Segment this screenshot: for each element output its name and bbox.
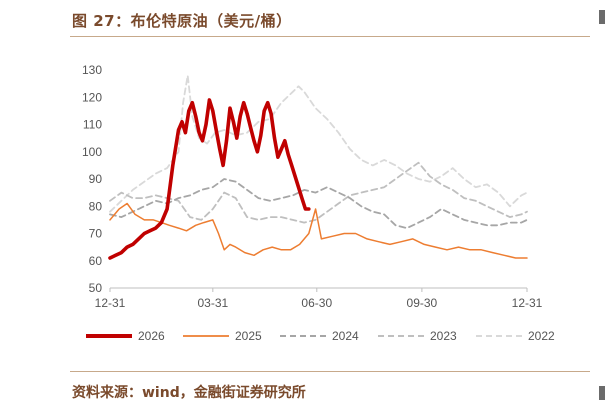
x-tick-label: 12-31 [95,296,126,310]
legend-label-2024: 2024 [332,329,359,343]
x-tick-label: 03-31 [197,296,228,310]
legend-label-2022: 2022 [528,329,555,343]
y-tick-label: 90 [89,172,103,186]
y-tick-label: 60 [89,254,103,268]
y-tick-label: 100 [82,145,102,159]
series-line-2024 [109,178,528,230]
y-tick-label: 80 [89,199,103,213]
y-tick-label: 50 [89,281,103,295]
adjacent-panel-edge [599,10,605,24]
adjacent-panel-edge-bottom [599,386,605,400]
y-tick-label: 120 [82,90,102,104]
series-line-2022 [109,74,528,213]
series-line-2023 [109,161,528,224]
legend: 2026 2025 2024 2023 2022 [86,329,555,343]
source-note: 资料来源：wind，金融街证券研究所 [72,385,306,401]
title-rule [70,36,590,37]
series-line-2026 [108,98,311,260]
legend-label-2025: 2025 [235,329,262,343]
x-tick-label: 12-31 [512,296,543,310]
plot-area [108,74,528,260]
brent-oil-chart: 50 60 70 80 90 100 110 120 130 12-31 03-31 06-30 09-… [82,63,555,343]
y-tick-label: 130 [82,63,102,77]
axes: 50 60 70 80 90 100 110 120 130 12-31 03-31 06-30 09-… [82,63,543,310]
legend-label-2026: 2026 [138,329,165,343]
chart-title: 图 27：布伦特原油（美元/桶） [72,12,292,30]
y-tick-label: 110 [83,118,102,132]
x-tick-label: 09-30 [407,296,438,310]
x-tick-label: 06-30 [301,296,332,310]
source-rule [70,371,590,372]
series-line-2025 [109,202,528,259]
legend-label-2023: 2023 [430,329,457,343]
y-tick-label: 70 [89,227,103,241]
